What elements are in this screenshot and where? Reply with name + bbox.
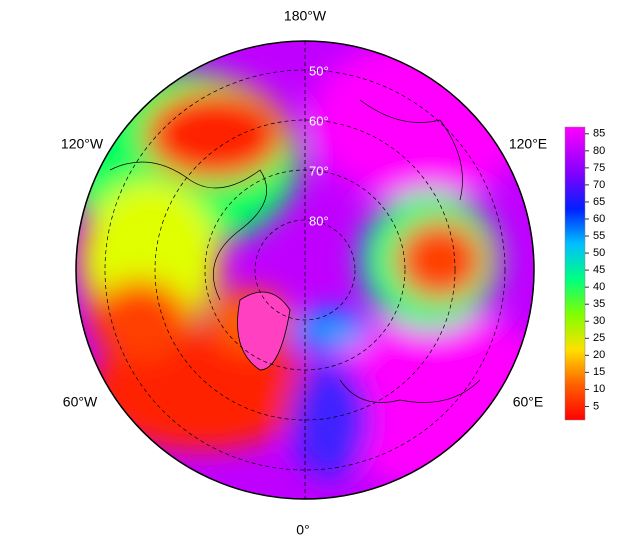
coastlines [109, 99, 481, 403]
colorbar-tick-label: 50 [593, 247, 605, 259]
colorbar-tick-label: 60 [593, 213, 605, 225]
lon-label: 0° [296, 522, 309, 538]
lon-label: 120°E [509, 136, 547, 152]
latitude-circle [254, 219, 356, 321]
colorbar-tick-label: 35 [593, 298, 605, 310]
colorbar-ticks: 5 10 15 20 25 30 35 40 45 50 55 60 65 70 75 80 85 [585, 128, 605, 412]
latitude-label: 50° [309, 63, 329, 78]
colorbar-tick-label: 20 [593, 349, 605, 361]
latitude-label: 80° [309, 213, 329, 228]
latitude-label: 70° [309, 163, 329, 178]
colorbar-tick-label: 25 [593, 332, 605, 344]
latitude-circle [154, 119, 456, 421]
latitude-circle [204, 169, 406, 371]
colorbar-tick-label: 15 [593, 366, 605, 378]
latitude-circle [104, 69, 506, 471]
lon-label: 120°W [61, 136, 104, 152]
colorbar-tick-label: 65 [593, 196, 605, 208]
colorbar-tick-label: 80 [593, 145, 605, 157]
map-field [76, 41, 534, 499]
latitude-circles: 50° 60° 70° 80° [104, 63, 506, 471]
colorbar-tick-label: 10 [593, 383, 605, 395]
colorbar-tick-label: 85 [593, 128, 605, 140]
colorbar-tick-label: 40 [593, 281, 605, 293]
colorbar-tick-label: 45 [593, 264, 605, 276]
lon-label: 180°W [284, 8, 327, 24]
colorbar-tick-label: 70 [593, 179, 605, 191]
latitude-label: 60° [309, 113, 329, 128]
colorbar-tick-label: 55 [593, 230, 605, 242]
colorbar [564, 126, 586, 421]
lon-label: 60°W [63, 394, 98, 410]
colorbar-tick-label: 75 [593, 162, 605, 174]
lon-label: 60°E [513, 394, 544, 410]
colorbar-tick-label: 30 [593, 315, 605, 327]
colorbar-tick-label: 5 [593, 400, 599, 412]
